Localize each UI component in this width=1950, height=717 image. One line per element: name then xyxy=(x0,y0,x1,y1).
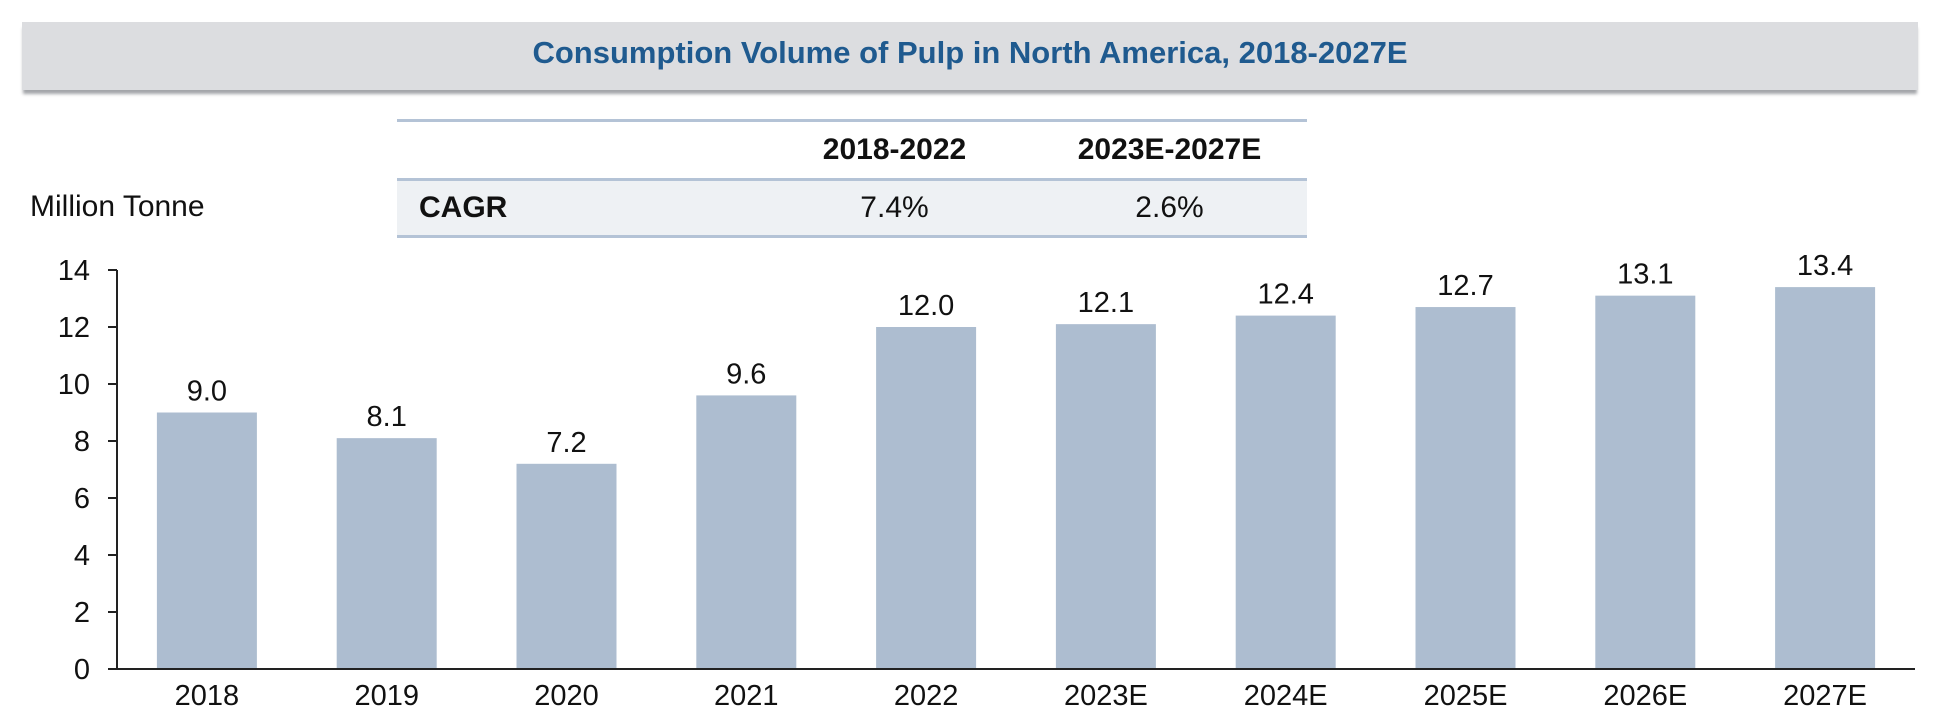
x-tick-label: 2021 xyxy=(714,680,779,712)
y-axis-unit-label: Million Tonne xyxy=(30,190,205,223)
bar xyxy=(696,395,797,669)
bar xyxy=(1595,295,1696,669)
bar-value-label: 12.0 xyxy=(898,290,954,322)
cagr-table-header: 2018-2022 2023E-2027E xyxy=(397,119,1307,181)
x-tick-label: 2024E xyxy=(1244,680,1328,712)
bar-value-label: 13.4 xyxy=(1797,250,1853,282)
y-tick-label: 14 xyxy=(58,255,90,287)
bar-value-label: 12.1 xyxy=(1078,287,1134,319)
bar xyxy=(516,463,617,669)
bar-value-label: 7.2 xyxy=(546,427,586,459)
x-tick-label: 2023E xyxy=(1064,680,1148,712)
bar xyxy=(1235,315,1336,669)
bar xyxy=(336,438,437,669)
bar xyxy=(1775,287,1876,669)
y-axis: 0 2 4 6 8 10 12 14 xyxy=(58,255,118,686)
x-tick-label: 2020 xyxy=(534,680,599,712)
y-tick-label: 4 xyxy=(74,540,90,572)
x-tick-label: 2027E xyxy=(1783,680,1867,712)
bar-value-label: 8.1 xyxy=(367,401,407,433)
x-tick-label: 2022 xyxy=(894,680,959,712)
y-tick-label: 2 xyxy=(74,597,90,629)
cagr-table: 2018-2022 2023E-2027E CAGR 7.4% 2.6% xyxy=(397,119,1307,238)
y-tick-label: 12 xyxy=(58,312,90,344)
cagr-value-period-1: 7.4% xyxy=(757,179,1032,238)
y-tick-label: 6 xyxy=(74,483,90,515)
bar xyxy=(156,412,257,669)
y-tick-label: 8 xyxy=(74,426,90,458)
x-tick-label: 2018 xyxy=(175,680,240,712)
cagr-row-label: CAGR xyxy=(397,179,757,238)
x-tick-label: 2019 xyxy=(354,680,419,712)
bar xyxy=(876,327,977,669)
cagr-header-blank xyxy=(397,119,757,181)
cagr-header-period-1: 2018-2022 xyxy=(757,119,1032,181)
y-tick-label: 10 xyxy=(58,369,90,401)
bar-value-label: 9.6 xyxy=(726,358,766,390)
bars: 9.0 8.1 7.2 9.6 12.0 12.1 12.4 12.7 13.1 13.4 xyxy=(156,250,1876,669)
bar-value-label: 13.1 xyxy=(1617,259,1673,291)
x-axis: 2018 2019 2020 2021 2022 2023E 2024E 2025E 2026E… xyxy=(117,668,1915,712)
bar-value-label: 12.4 xyxy=(1257,279,1313,311)
cagr-table-row: CAGR 7.4% 2.6% xyxy=(397,179,1307,238)
x-tick-label: 2025E xyxy=(1424,680,1508,712)
chart-title: Consumption Volume of Pulp in North Amer… xyxy=(532,35,1408,70)
cagr-value-period-2: 2.6% xyxy=(1032,179,1307,238)
bar xyxy=(1415,307,1516,669)
x-tick-label: 2026E xyxy=(1603,680,1687,712)
cagr-header-period-2: 2023E-2027E xyxy=(1032,119,1307,181)
y-tick-label: 0 xyxy=(74,654,90,686)
bar xyxy=(1055,324,1156,669)
bar-value-label: 12.7 xyxy=(1437,270,1493,302)
bar-value-label: 9.0 xyxy=(187,376,227,408)
title-bar: Consumption Volume of Pulp in North Amer… xyxy=(22,22,1918,90)
